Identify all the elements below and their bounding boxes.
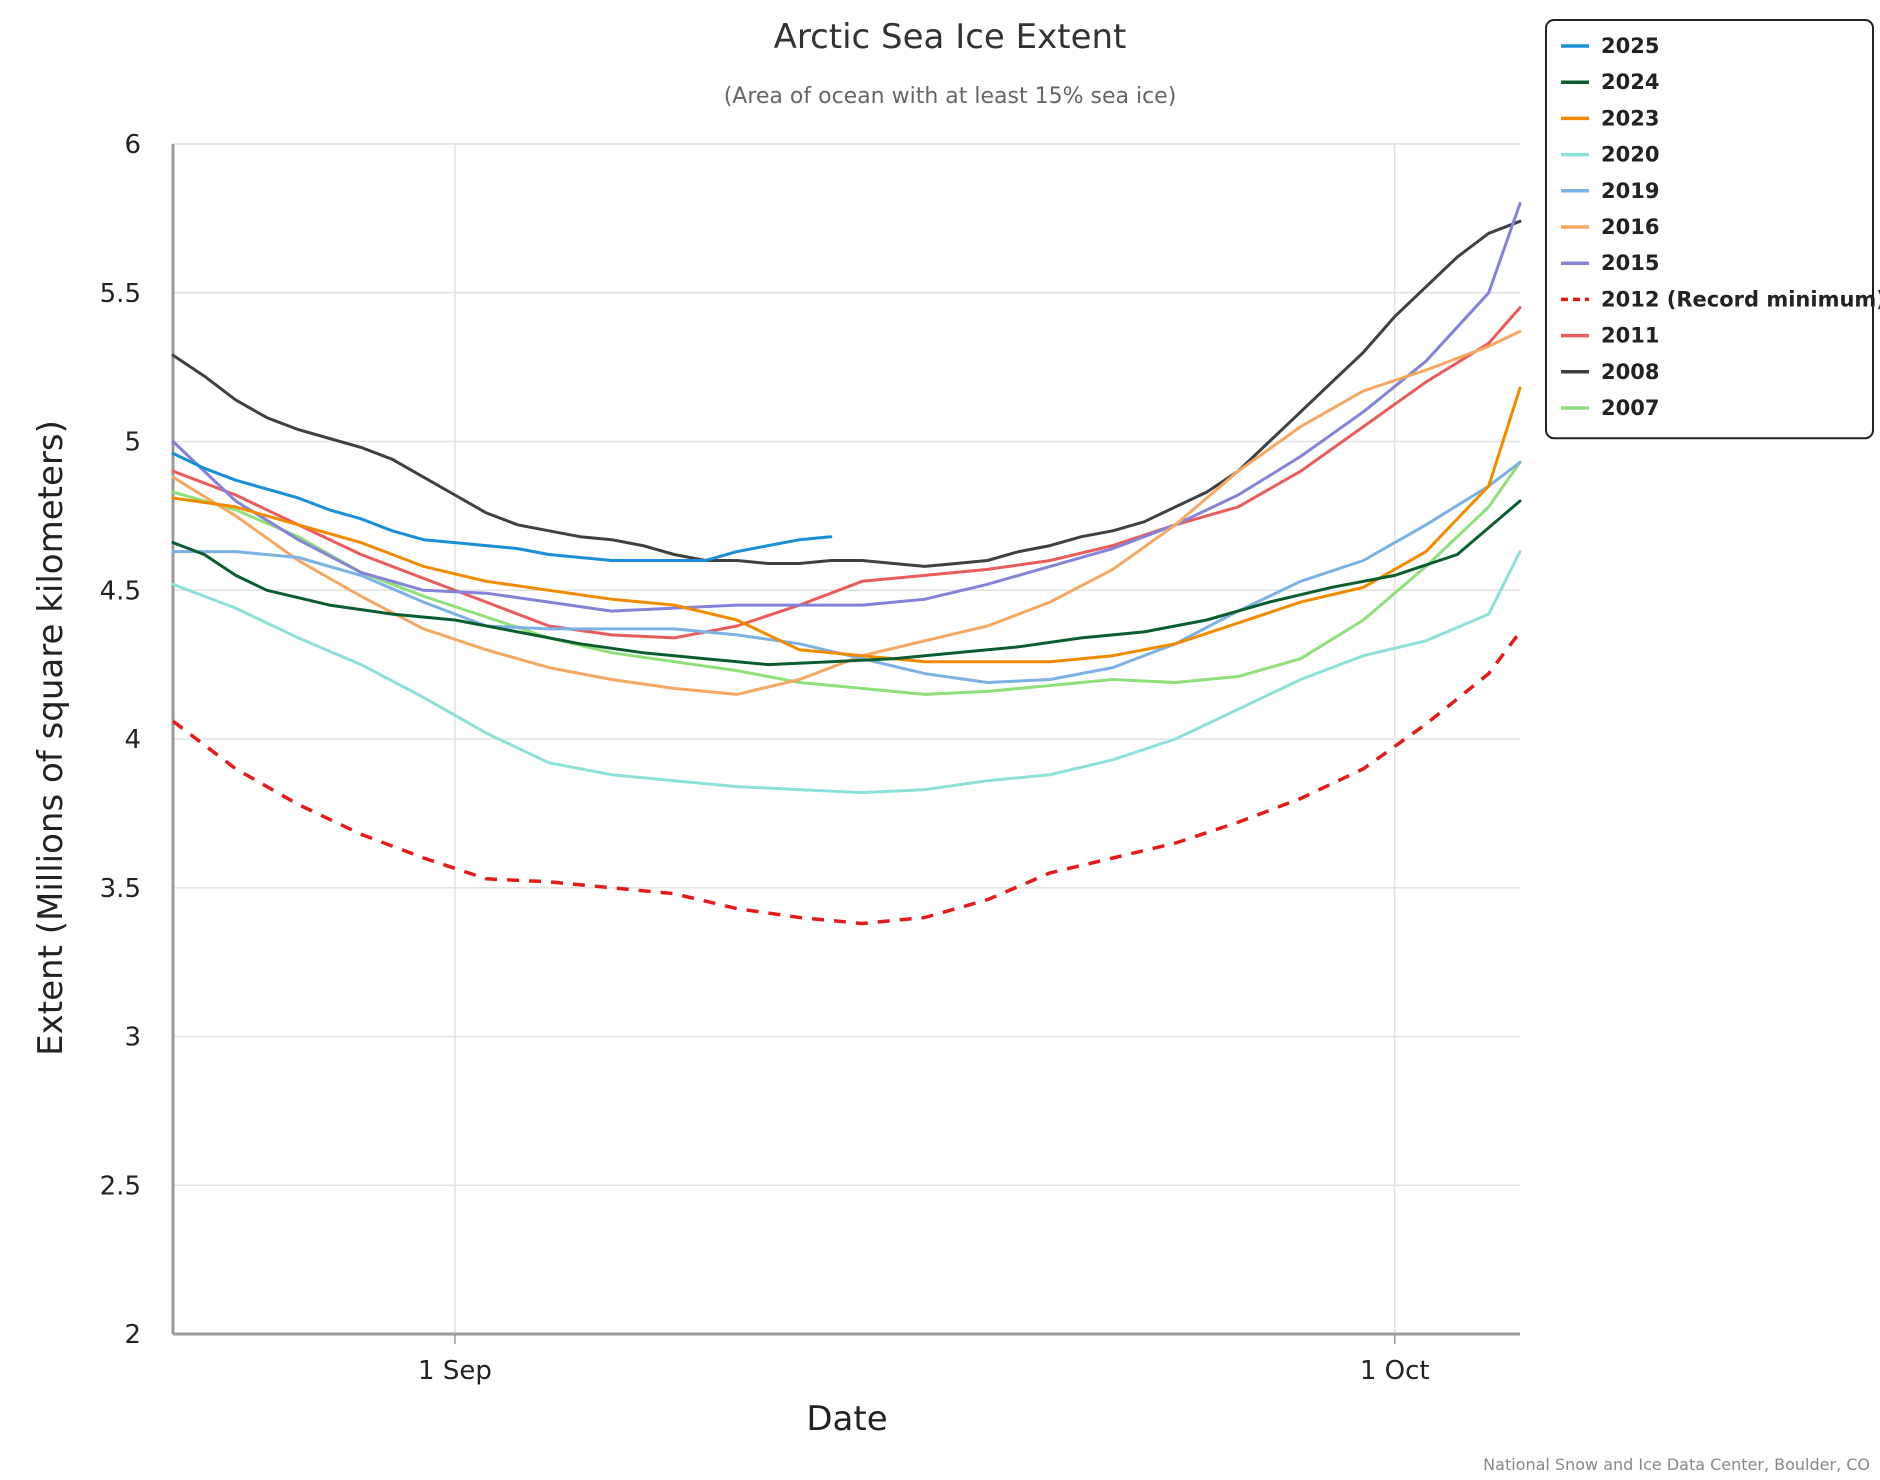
y-tick-label: 4 bbox=[124, 725, 141, 755]
series-line bbox=[171, 219, 1522, 568]
legend-label: 2007 bbox=[1601, 396, 1659, 420]
credit-text: National Snow and Ice Data Center, Bould… bbox=[1483, 1455, 1870, 1474]
y-axis-title: Extent (Millions of square kilometers) bbox=[31, 420, 71, 1056]
axes: 6 5.5 5 4.5 4 3.5 3 2.5 2 1 Sep 1 Oct bbox=[100, 130, 1520, 1386]
x-axis-title: Date bbox=[806, 1399, 887, 1439]
legend-item[interactable]: 2007 bbox=[1561, 396, 1659, 420]
legend-label: 2008 bbox=[1601, 360, 1659, 384]
legend-item[interactable]: 2011 bbox=[1561, 324, 1659, 348]
legend-label: 2020 bbox=[1601, 143, 1659, 167]
series-line bbox=[171, 202, 1522, 613]
legend-item[interactable]: 2019 bbox=[1561, 179, 1659, 203]
legend-label: 2025 bbox=[1601, 34, 1659, 58]
legend-item[interactable]: 2020 bbox=[1561, 143, 1659, 167]
y-tick-label: 5.5 bbox=[100, 279, 141, 309]
legend-label: 2016 bbox=[1601, 215, 1659, 239]
legend-item[interactable]: 2008 bbox=[1561, 360, 1659, 384]
x-tick-label: 1 Oct bbox=[1360, 1356, 1430, 1386]
series-lines bbox=[171, 202, 1522, 926]
chart-subtitle: (Area of ocean with at least 15% sea ice… bbox=[724, 84, 1177, 109]
y-tick-label: 2.5 bbox=[100, 1171, 141, 1201]
series-line bbox=[171, 460, 1522, 696]
series-line bbox=[171, 451, 833, 562]
y-tick-label: 5 bbox=[124, 428, 141, 458]
y-tick-label: 6 bbox=[124, 130, 141, 160]
legend-label: 2012 (Record minimum) bbox=[1601, 287, 1880, 311]
chart-title: Arctic Sea Ice Extent bbox=[774, 17, 1127, 57]
legend: 2025 2024 2023 2020 2019 2016 2015 2012 (Record… bbox=[1545, 19, 1880, 440]
series-line bbox=[171, 386, 1522, 664]
y-tick-label: 2 bbox=[124, 1320, 141, 1350]
legend-box bbox=[1545, 19, 1874, 440]
legend-label: 2023 bbox=[1601, 106, 1659, 130]
legend-item[interactable]: 2025 bbox=[1561, 34, 1659, 58]
x-tick-label: 1 Sep bbox=[418, 1356, 492, 1386]
series-line bbox=[171, 630, 1522, 926]
legend-label: 2019 bbox=[1601, 179, 1659, 203]
y-tick-label: 4.5 bbox=[100, 576, 141, 606]
series-line bbox=[171, 550, 1522, 795]
y-tick-label: 3.5 bbox=[100, 874, 141, 904]
y-tick-label: 3 bbox=[124, 1023, 141, 1053]
series-line bbox=[171, 306, 1522, 640]
legend-label: 2024 bbox=[1601, 70, 1659, 94]
grid bbox=[173, 143, 1520, 1335]
legend-item[interactable]: 2023 bbox=[1561, 106, 1659, 130]
legend-label: 2015 bbox=[1601, 251, 1659, 275]
series-line bbox=[171, 499, 1522, 667]
series-line bbox=[171, 329, 1522, 696]
legend-item[interactable]: 2024 bbox=[1561, 70, 1659, 94]
legend-item[interactable]: 2015 bbox=[1561, 251, 1659, 275]
legend-label: 2011 bbox=[1601, 324, 1659, 348]
legend-item[interactable]: 2012 (Record minimum) bbox=[1561, 287, 1880, 311]
legend-item[interactable]: 2016 bbox=[1561, 215, 1659, 239]
